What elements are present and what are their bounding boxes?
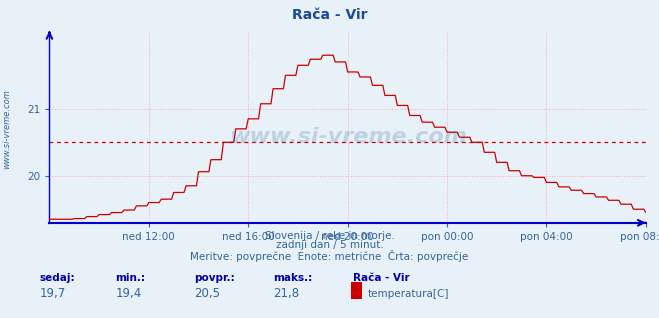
Text: 20,5: 20,5 (194, 287, 220, 300)
Text: 19,7: 19,7 (40, 287, 66, 300)
Text: temperatura[C]: temperatura[C] (368, 289, 449, 299)
Text: 19,4: 19,4 (115, 287, 142, 300)
Text: www.si-vreme.com: www.si-vreme.com (2, 89, 11, 169)
Text: Slovenija / reke in morje.: Slovenija / reke in morje. (264, 231, 395, 240)
Text: 21,8: 21,8 (273, 287, 300, 300)
Text: povpr.:: povpr.: (194, 273, 235, 283)
Text: Rača - Vir: Rača - Vir (353, 273, 409, 283)
Text: www.si-vreme.com: www.si-vreme.com (229, 127, 467, 147)
Text: zadnji dan / 5 minut.: zadnji dan / 5 minut. (275, 240, 384, 250)
Text: Meritve: povprečne  Enote: metrične  Črta: povprečje: Meritve: povprečne Enote: metrične Črta:… (190, 250, 469, 262)
Text: min.:: min.: (115, 273, 146, 283)
Text: maks.:: maks.: (273, 273, 313, 283)
Text: Rača - Vir: Rača - Vir (292, 8, 367, 22)
Text: sedaj:: sedaj: (40, 273, 75, 283)
